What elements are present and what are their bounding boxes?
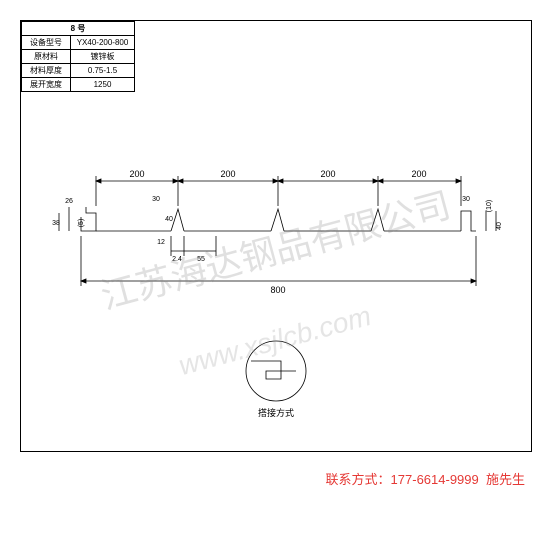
dim-span: 200	[129, 169, 144, 179]
dim-radius: (5)	[78, 219, 85, 228]
dim-total: 800	[270, 285, 285, 295]
contact-name: 施先生	[486, 472, 525, 487]
dim-span: 200	[411, 169, 426, 179]
dim-left: 26	[65, 198, 73, 205]
spec-value: 0.75-1.5	[71, 64, 135, 78]
dim-rib: 55	[197, 256, 205, 263]
contact-label: 联系方式：	[326, 472, 391, 487]
spec-label: 材料厚度	[22, 64, 71, 78]
profile-path	[81, 207, 476, 231]
dim-right: 40	[496, 222, 503, 230]
profile-diagram: 200 200 200 200 800 26 38 (5) 30 12 40 2…	[21, 81, 531, 451]
spec-value: 镀锌板	[71, 50, 135, 64]
table-header: 8 号	[22, 22, 135, 36]
dim-rib: 30	[152, 196, 160, 203]
contact-info: 联系方式：177-6614-9999 施先生	[326, 469, 525, 488]
table-row: 材料厚度0.75-1.5	[22, 64, 135, 78]
overlap-caption: 搭接方式	[258, 407, 294, 418]
dim-right: 30	[462, 196, 470, 203]
overlap-detail	[246, 341, 306, 401]
rib-dimensions	[171, 236, 216, 256]
contact-phone: 177-6614-9999	[391, 472, 479, 487]
right-dimensions	[486, 211, 496, 231]
top-dimensions	[96, 176, 461, 206]
dim-rib: 40	[165, 216, 173, 223]
table-row: 设备型号YX40-200-800	[22, 36, 135, 50]
spec-label: 设备型号	[22, 36, 71, 50]
dim-right: (10)	[486, 200, 493, 212]
dim-span: 200	[320, 169, 335, 179]
drawing-frame: 8 号 设备型号YX40-200-800 原材料镀锌板 材料厚度0.75-1.5…	[20, 20, 532, 452]
drawing-area: 200 200 200 200 800 26 38 (5) 30 12 40 2…	[21, 81, 531, 451]
spec-value: YX40-200-800	[71, 36, 135, 50]
dim-rib: 12	[157, 239, 165, 246]
dim-span: 200	[220, 169, 235, 179]
dim-rib: 2.4	[172, 256, 182, 263]
dim-left: 38	[52, 220, 60, 227]
spec-label: 原材料	[22, 50, 71, 64]
left-dimensions	[59, 207, 69, 231]
table-row: 原材料镀锌板	[22, 50, 135, 64]
bottom-dimension	[81, 236, 476, 286]
